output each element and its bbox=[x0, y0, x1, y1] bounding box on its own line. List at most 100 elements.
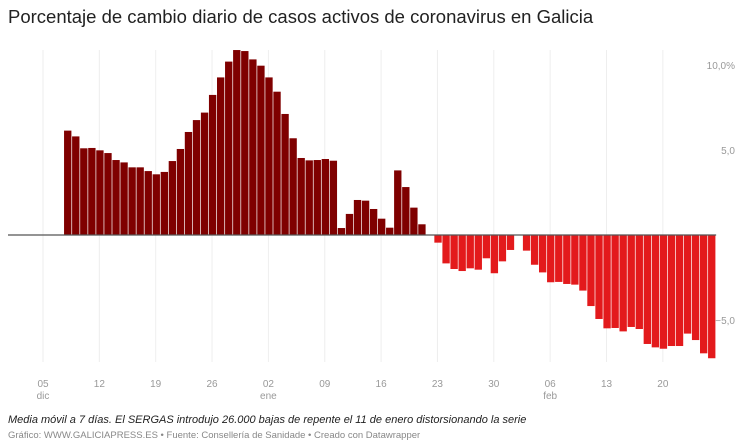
bar bbox=[120, 162, 128, 235]
bar bbox=[378, 218, 386, 235]
bar bbox=[361, 200, 370, 235]
chart-note: Media móvil a 7 días. El SERGAS introduj… bbox=[8, 414, 527, 426]
bar bbox=[667, 235, 676, 347]
x-tick-sublabel: dic bbox=[37, 391, 50, 402]
bar bbox=[442, 235, 450, 264]
bar bbox=[96, 150, 104, 235]
chart-credit: Gráfico: WWW.GALICIAPRESS.ES • Fuente: C… bbox=[8, 430, 421, 441]
bar bbox=[386, 227, 394, 235]
x-tick-label: 13 bbox=[601, 379, 613, 390]
bar bbox=[595, 235, 603, 319]
bar bbox=[579, 235, 587, 291]
x-tick-sublabel: ene bbox=[260, 391, 277, 402]
bar bbox=[241, 51, 249, 236]
bar bbox=[80, 148, 88, 235]
bar bbox=[289, 138, 297, 235]
bar bbox=[144, 171, 152, 235]
bar bbox=[353, 199, 362, 235]
bar bbox=[659, 235, 668, 349]
x-tick-label: 02 bbox=[263, 379, 275, 390]
bar bbox=[208, 94, 217, 235]
x-tick-label: 26 bbox=[206, 379, 218, 390]
x-tick-label: 09 bbox=[319, 379, 331, 390]
x-tick-label: 20 bbox=[657, 379, 669, 390]
bar bbox=[691, 235, 700, 341]
bar bbox=[72, 136, 80, 235]
bar bbox=[708, 235, 716, 359]
bar bbox=[136, 167, 144, 235]
bar bbox=[539, 235, 547, 273]
bar bbox=[265, 77, 273, 235]
bar bbox=[192, 120, 201, 235]
bar bbox=[329, 160, 338, 235]
bar bbox=[450, 235, 458, 269]
bar bbox=[273, 91, 281, 235]
y-tick-label: 5,0 bbox=[721, 146, 735, 157]
bar bbox=[458, 235, 466, 272]
bar bbox=[128, 167, 136, 235]
x-tick-label: 19 bbox=[150, 379, 162, 390]
bar bbox=[683, 235, 692, 334]
bar bbox=[249, 59, 257, 235]
bar bbox=[563, 235, 571, 284]
bar bbox=[112, 160, 120, 235]
bar bbox=[547, 235, 555, 283]
y-tick-label: −5,0 bbox=[715, 316, 735, 327]
x-tick-label: 16 bbox=[376, 379, 388, 390]
bar bbox=[297, 157, 305, 235]
bar bbox=[611, 235, 619, 328]
bar bbox=[498, 235, 507, 262]
y-tick-label: 10,0% bbox=[707, 61, 735, 72]
x-tick-label: 23 bbox=[432, 379, 444, 390]
bar bbox=[474, 235, 482, 270]
bar bbox=[410, 207, 418, 235]
bar bbox=[64, 130, 72, 235]
bar bbox=[466, 235, 474, 269]
bar bbox=[200, 112, 209, 235]
bar bbox=[345, 213, 354, 235]
gridlines bbox=[42, 50, 664, 362]
bar bbox=[619, 235, 627, 332]
x-tick-label: 30 bbox=[488, 379, 500, 390]
bar bbox=[434, 235, 442, 243]
bar bbox=[643, 235, 651, 344]
bar bbox=[394, 170, 402, 235]
bar bbox=[152, 174, 160, 235]
bar bbox=[490, 235, 499, 274]
x-tick-label: 05 bbox=[37, 379, 49, 390]
bar bbox=[104, 153, 112, 235]
bar bbox=[313, 160, 321, 235]
bar bbox=[603, 235, 611, 329]
bar bbox=[530, 235, 539, 265]
bar bbox=[571, 235, 579, 285]
bar bbox=[225, 61, 233, 235]
bar bbox=[337, 228, 346, 235]
bar bbox=[88, 147, 96, 235]
bar bbox=[369, 208, 378, 235]
bar bbox=[305, 160, 313, 235]
bar bbox=[700, 235, 708, 354]
bar bbox=[233, 50, 241, 235]
x-tick-sublabel: feb bbox=[543, 391, 557, 402]
bar bbox=[627, 235, 635, 327]
bar bbox=[506, 235, 515, 250]
chart-title: Porcentaje de cambio diario de casos act… bbox=[8, 6, 594, 27]
bar bbox=[402, 187, 410, 235]
x-tick-label: 12 bbox=[94, 379, 106, 390]
bar bbox=[184, 131, 193, 235]
bar bbox=[176, 148, 185, 235]
bar bbox=[321, 159, 329, 235]
bar bbox=[281, 113, 289, 235]
bar bbox=[160, 171, 168, 235]
bar bbox=[555, 235, 563, 282]
bar bbox=[482, 235, 490, 259]
bar bbox=[651, 235, 660, 348]
bar bbox=[675, 235, 684, 347]
bar bbox=[418, 224, 426, 235]
bar bbox=[168, 161, 177, 235]
bar bbox=[522, 235, 531, 251]
bar bbox=[217, 77, 225, 235]
bar bbox=[635, 235, 643, 330]
